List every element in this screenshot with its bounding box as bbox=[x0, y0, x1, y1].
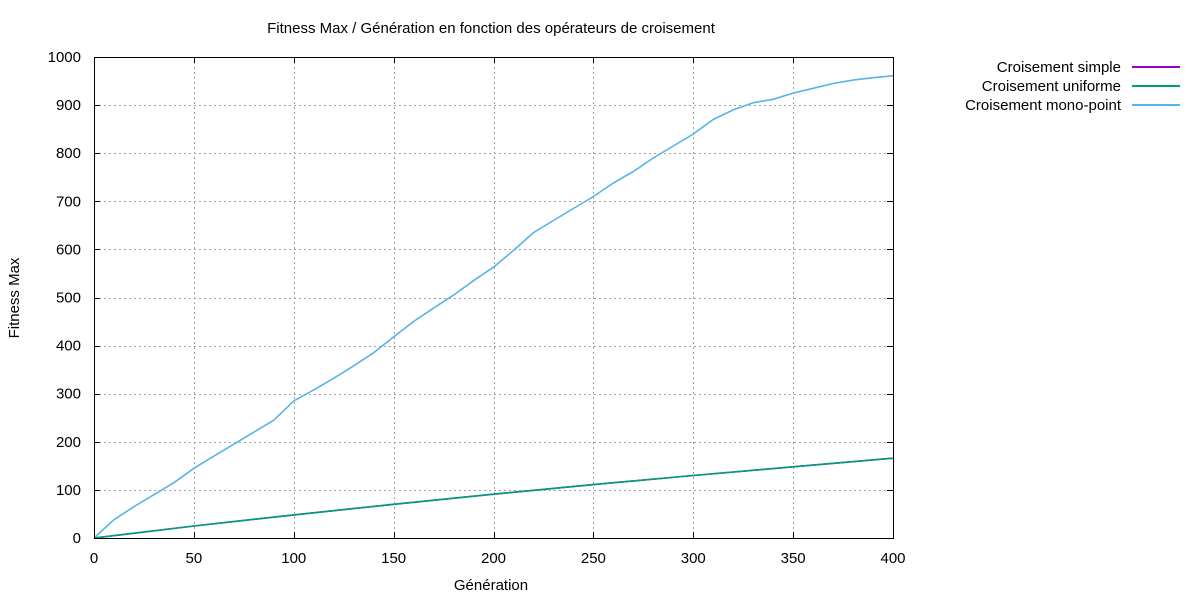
y-tick-label: 0 bbox=[73, 530, 81, 547]
y-tick-label: 400 bbox=[56, 338, 81, 355]
y-tick-label: 300 bbox=[56, 386, 81, 403]
y-tick-label: 500 bbox=[56, 290, 81, 307]
y-tick-label: 700 bbox=[56, 193, 81, 210]
x-tick-label: 350 bbox=[781, 550, 806, 567]
legend-label: Croisement uniforme bbox=[982, 78, 1121, 95]
x-axis-label: Génération bbox=[454, 577, 528, 594]
y-tick-label: 100 bbox=[56, 482, 81, 499]
legend-label: Croisement simple bbox=[997, 59, 1121, 76]
grid bbox=[94, 57, 893, 538]
y-tick-label: 1000 bbox=[48, 49, 81, 66]
y-axis-label: Fitness Max bbox=[6, 257, 23, 338]
legend: Croisement simple Croisement uniforme Croi… bbox=[965, 59, 1180, 114]
x-tick-label: 250 bbox=[581, 550, 606, 567]
x-tick-label: 300 bbox=[681, 550, 706, 567]
series-lines bbox=[93, 75, 894, 539]
x-tick-label: 100 bbox=[281, 550, 306, 567]
series-line-2 bbox=[93, 457, 894, 539]
x-tick-label: 150 bbox=[381, 550, 406, 567]
x-tick-label: 0 bbox=[90, 550, 98, 567]
legend-label: Croisement mono-point bbox=[965, 97, 1122, 114]
y-tick-label: 800 bbox=[56, 145, 81, 162]
y-tick-label: 900 bbox=[56, 97, 81, 114]
y-axis-ticks: 0 100 200 300 400 500 600 700 800 900 1000 bbox=[48, 49, 893, 547]
y-tick-label: 200 bbox=[56, 434, 81, 451]
chart-title: Fitness Max / Génération en fonction des… bbox=[267, 20, 716, 37]
series-line-3 bbox=[93, 75, 894, 539]
x-tick-label: 400 bbox=[880, 550, 905, 567]
series-line-1 bbox=[93, 457, 894, 539]
x-tick-label: 50 bbox=[186, 550, 203, 567]
x-axis-ticks: 0 50 100 150 200 250 300 350 400 bbox=[90, 57, 906, 567]
x-tick-label: 200 bbox=[481, 550, 506, 567]
y-tick-label: 600 bbox=[56, 241, 81, 258]
